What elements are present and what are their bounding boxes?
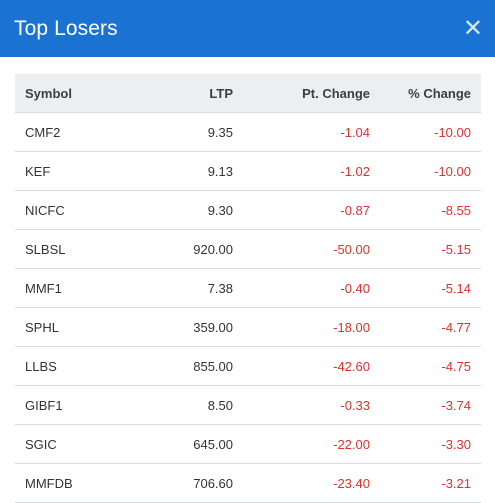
- pt-change-cell: -1.02: [243, 151, 380, 191]
- ltp-cell: 7.38: [155, 268, 243, 308]
- pct-change-cell: -3.21: [380, 463, 481, 503]
- losers-table: Symbol LTP Pt. Change % Change CMF2 9.35-…: [15, 74, 481, 503]
- pct-change-cell: -10.00: [380, 151, 481, 191]
- pct-change-cell: -5.15: [380, 229, 481, 269]
- ltp-cell: 9.30: [155, 190, 243, 230]
- pct-change-cell: -8.55: [380, 190, 481, 230]
- table-row[interactable]: CMF2 9.35 -1.04 -10.00: [15, 112, 481, 152]
- pt-change-cell: -42.60: [243, 346, 380, 386]
- table-row[interactable]: KEF 9.13 -1.02 -10.00: [15, 151, 481, 191]
- ltp-cell: 706.60: [155, 463, 243, 503]
- ltp-cell: 645.00: [155, 424, 243, 464]
- table-row[interactable]: MMF1 7.38 -0.40 -5.14: [15, 268, 481, 308]
- ltp-cell: 359.00: [155, 307, 243, 347]
- symbol-cell: SLBSL: [15, 229, 155, 269]
- column-header-pct-change[interactable]: % Change: [380, 74, 481, 113]
- pt-change-cell: -23.40: [243, 463, 380, 503]
- symbol-cell: KEF: [15, 151, 155, 191]
- table-row[interactable]: MMFDB 706.60 -23.40 -3.21: [15, 463, 481, 503]
- ltp-cell: 8.50: [155, 385, 243, 425]
- modal-title: Top Losers: [14, 16, 118, 40]
- pt-change-cell: -0.33: [243, 385, 380, 425]
- pct-change-cell: -4.75: [380, 346, 481, 386]
- symbol-cell: SPHL: [15, 307, 155, 347]
- pct-change-cell: -4.77: [380, 307, 481, 347]
- pt-change-cell: -50.00: [243, 229, 380, 269]
- pt-change-cell: -1.04: [243, 112, 380, 152]
- pct-change-cell: -10.00: [380, 112, 481, 152]
- table-row[interactable]: LLBS 855.00 -42.60 -4.75: [15, 346, 481, 386]
- symbol-cell: GIBF1: [15, 385, 155, 425]
- pt-change-cell: -22.00: [243, 424, 380, 464]
- column-header-symbol[interactable]: Symbol: [15, 74, 155, 113]
- modal-header: Top Losers ✕: [0, 0, 495, 57]
- table-row[interactable]: NICFC 9.30 -0.87 -8.55: [15, 190, 481, 230]
- table-row[interactable]: GIBF1 8.50 -0.33 -3.74: [15, 385, 481, 425]
- table-header-row: Symbol LTP Pt. Change % Change: [15, 74, 481, 113]
- table-row[interactable]: SLBSL 920.00 -50.00 -5.15: [15, 229, 481, 269]
- pt-change-cell: -18.00: [243, 307, 380, 347]
- ltp-cell: 9.13: [155, 151, 243, 191]
- symbol-cell: MMFDB: [15, 463, 155, 503]
- losers-table-container: Symbol LTP Pt. Change % Change CMF2 9.35-…: [15, 74, 481, 503]
- pct-change-cell: -3.74: [380, 385, 481, 425]
- pct-change-cell: -3.30: [380, 424, 481, 464]
- close-icon[interactable]: ✕: [462, 14, 483, 42]
- ltp-cell: 9.35: [155, 112, 243, 152]
- symbol-cell: MMF1: [15, 268, 155, 308]
- table-row[interactable]: SPHL 359.00 -18.00 -4.77: [15, 307, 481, 347]
- symbol-cell: NICFC: [15, 190, 155, 230]
- pct-change-cell: -5.14: [380, 268, 481, 308]
- column-header-ltp[interactable]: LTP: [155, 74, 243, 113]
- column-header-pt-change[interactable]: Pt. Change: [243, 74, 380, 113]
- symbol-cell: CMF2: [15, 112, 155, 152]
- table-row[interactable]: SGIC 645.00 -22.00 -3.30: [15, 424, 481, 464]
- ltp-cell: 920.00: [155, 229, 243, 269]
- symbol-cell: LLBS: [15, 346, 155, 386]
- pt-change-cell: -0.40: [243, 268, 380, 308]
- ltp-cell: 855.00: [155, 346, 243, 386]
- pt-change-cell: -0.87: [243, 190, 380, 230]
- symbol-cell: SGIC: [15, 424, 155, 464]
